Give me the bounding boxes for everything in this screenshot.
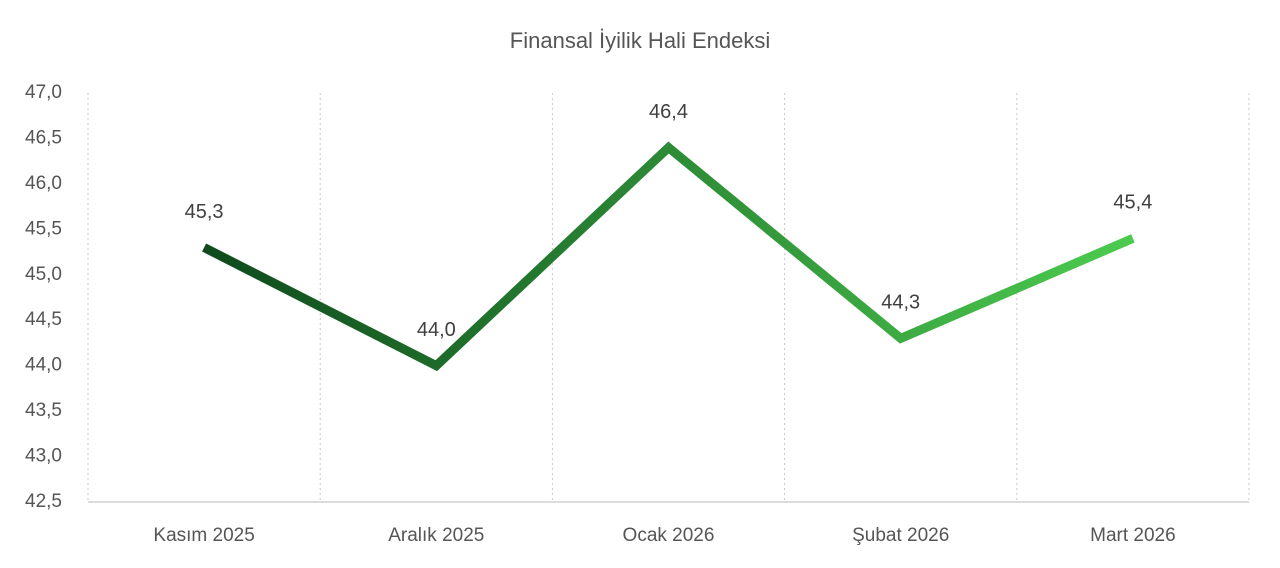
x-tick-label: Mart 2026 — [1090, 525, 1176, 546]
data-label: 45,4 — [1113, 192, 1152, 214]
y-tick-label: 46,0 — [25, 173, 62, 194]
y-tick-label: 45,5 — [25, 218, 62, 239]
y-tick-label: 44,5 — [25, 309, 62, 330]
y-tick-label: 44,0 — [25, 355, 62, 376]
x-tick-label: Ocak 2026 — [623, 525, 715, 546]
data-label: 44,0 — [417, 319, 456, 341]
y-tick-label: 42,5 — [25, 491, 62, 512]
data-label: 44,3 — [881, 292, 920, 314]
chart-title: Finansal İyilik Hali Endeksi — [510, 28, 770, 53]
data-label: 45,3 — [185, 201, 224, 223]
y-tick-label: 43,5 — [25, 400, 62, 421]
x-tick-label: Kasım 2025 — [153, 525, 254, 546]
data-label: 46,4 — [649, 101, 688, 123]
y-tick-label: 43,0 — [25, 446, 62, 467]
y-tick-label: 47,0 — [25, 82, 62, 103]
data-line — [202, 141, 1135, 372]
x-tick-label: Aralık 2025 — [388, 525, 484, 546]
y-tick-label: 45,0 — [25, 264, 62, 285]
x-tick-label: Şubat 2026 — [852, 525, 949, 546]
y-tick-label: 46,5 — [25, 127, 62, 148]
